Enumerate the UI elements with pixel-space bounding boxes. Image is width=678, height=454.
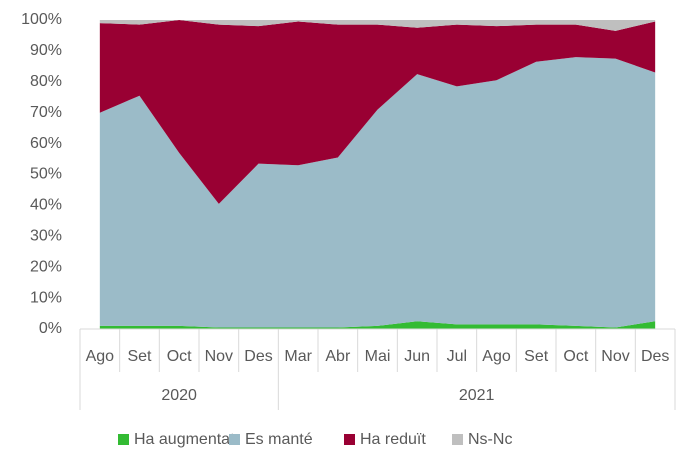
- y-tick-label: 0%: [39, 320, 62, 337]
- x-tick-label: Jun: [404, 348, 430, 365]
- y-tick-label: 30%: [30, 228, 62, 245]
- x-tick-label: Oct: [167, 348, 192, 365]
- x-tick-label: Jul: [447, 348, 467, 365]
- area: [99, 20, 656, 204]
- x-tick-label: Des: [244, 348, 272, 365]
- y-tick-label: 100%: [21, 11, 62, 28]
- area: [99, 57, 656, 328]
- legend-label: Ha reduït: [360, 431, 426, 448]
- x-tick-label: Ago: [86, 348, 115, 365]
- legend-label: Ns-Nc: [468, 431, 512, 448]
- group-label: 2021: [459, 387, 495, 404]
- y-tick-label: 10%: [30, 289, 62, 306]
- y-tick-label: 40%: [30, 197, 62, 214]
- y-tick-label: 50%: [30, 166, 62, 183]
- x-tick-label: Abr: [325, 348, 351, 365]
- legend-label: Es manté: [245, 431, 313, 448]
- y-tick-label: 80%: [30, 73, 62, 90]
- area: [99, 20, 656, 31]
- x-tick-label: Mai: [365, 348, 391, 365]
- legend-label: Ha augmentat: [134, 431, 235, 448]
- y-tick-label: 20%: [30, 258, 62, 275]
- legend-swatch: [344, 434, 355, 445]
- x-tick-label: Set: [127, 348, 152, 365]
- x-tick-label: Set: [524, 348, 549, 365]
- legend-swatch: [452, 434, 463, 445]
- legend-swatch: [118, 434, 129, 445]
- x-tick-label: Des: [641, 348, 669, 365]
- y-tick-label: 60%: [30, 135, 62, 152]
- legend-swatch: [229, 434, 240, 445]
- x-tick-label: Nov: [205, 348, 233, 365]
- group-label: 2020: [161, 387, 197, 404]
- area: [99, 321, 656, 329]
- x-tick-label: Ago: [482, 348, 511, 365]
- x-tick-label: Oct: [563, 348, 588, 365]
- x-tick-label: Nov: [601, 348, 629, 365]
- y-tick-label: 90%: [30, 42, 62, 59]
- x-tick-label: Mar: [284, 348, 312, 365]
- y-tick-label: 70%: [30, 104, 62, 121]
